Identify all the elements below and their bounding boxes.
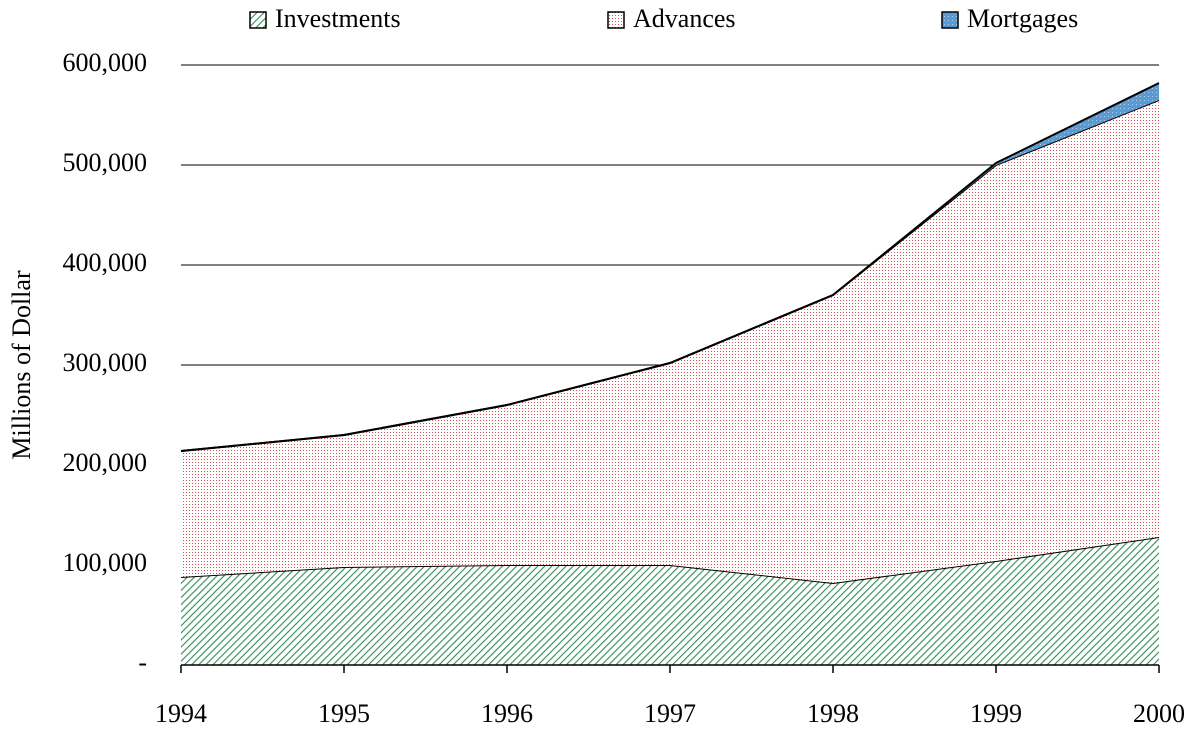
x-tick-label: 1997 — [644, 699, 696, 728]
y-tick-label: 400,000 — [63, 248, 148, 277]
x-tick-label: 1999 — [970, 699, 1022, 728]
x-tick-label: 1994 — [155, 699, 207, 728]
y-tick-label: - — [138, 648, 147, 677]
area-edge — [180, 82, 1160, 452]
x-tick-label: 1998 — [807, 699, 859, 728]
x-tick-label: 1995 — [318, 699, 370, 728]
y-tick-label: 300,000 — [63, 348, 148, 377]
legend-label: Advances — [633, 4, 736, 33]
y-tick-label: 100,000 — [63, 548, 148, 577]
legend-swatch — [607, 11, 625, 29]
legend-swatch — [249, 11, 267, 29]
area — [181, 100, 1159, 583]
y-tick-label: 500,000 — [63, 148, 148, 177]
legend-label: Mortgages — [967, 4, 1078, 33]
area — [181, 537, 1159, 665]
legend-label: Investments — [275, 4, 401, 33]
y-axis-label: Millions of Dollar — [7, 270, 36, 460]
x-tick-label: 1996 — [481, 699, 533, 728]
x-tick-label: 2000 — [1133, 699, 1185, 728]
y-tick-label: 200,000 — [63, 448, 148, 477]
y-tick-label: 600,000 — [63, 48, 148, 77]
legend-swatch — [941, 11, 959, 29]
